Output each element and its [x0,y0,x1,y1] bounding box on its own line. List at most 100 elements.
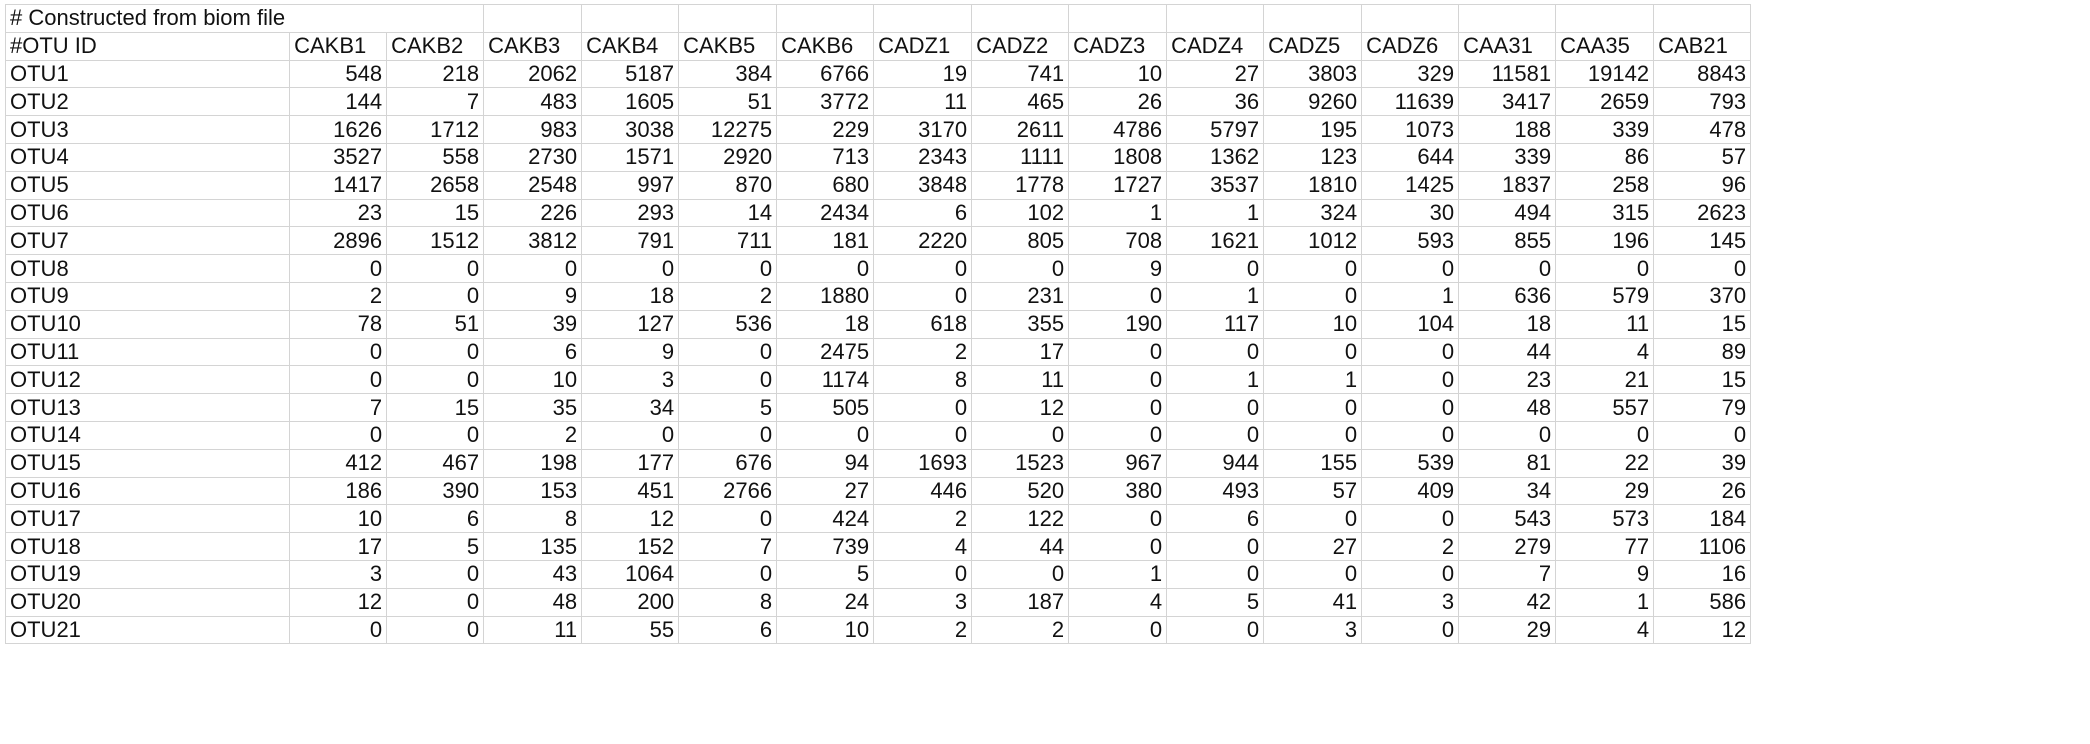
count-cell[interactable]: 10 [1068,59,1168,89]
count-cell[interactable]: 29 [1555,476,1655,506]
count-cell[interactable]: 12 [289,587,388,617]
count-cell[interactable]: 713 [776,142,875,172]
count-cell[interactable]: 0 [1166,532,1265,561]
count-cell[interactable]: 2343 [873,142,973,172]
count-cell[interactable]: 3812 [483,226,583,256]
count-cell[interactable]: 26 [1068,87,1168,117]
count-cell[interactable]: 17 [971,337,1070,367]
count-cell[interactable]: 78 [289,309,388,339]
count-cell[interactable]: 9 [483,281,583,311]
count-cell[interactable]: 2658 [386,170,485,200]
count-cell[interactable]: 196 [1555,226,1655,256]
count-cell[interactable]: 2766 [678,476,778,506]
count-cell[interactable]: 791 [581,226,680,256]
count-cell[interactable]: 7 [1458,559,1557,589]
count-cell[interactable]: 42 [1458,587,1557,617]
count-cell[interactable]: 2659 [1555,87,1655,117]
empty-cell[interactable] [971,4,1070,33]
count-cell[interactable]: 0 [678,365,778,395]
count-cell[interactable]: 9 [581,337,680,367]
count-cell[interactable]: 0 [1263,504,1363,534]
count-cell[interactable]: 543 [1458,504,1557,534]
count-cell[interactable]: 409 [1361,476,1460,506]
count-cell[interactable]: 7 [386,87,485,117]
column-header-cell[interactable]: CAKB6 [776,31,875,61]
column-header-cell[interactable]: CADZ3 [1068,31,1168,61]
count-cell[interactable]: 8 [873,365,973,395]
count-cell[interactable]: 4 [873,532,973,561]
count-cell[interactable]: 483 [483,87,583,117]
count-cell[interactable]: 55 [581,615,680,645]
count-cell[interactable]: 2062 [483,59,583,89]
count-cell[interactable]: 15 [1653,365,1752,395]
empty-cell[interactable] [483,4,583,33]
count-cell[interactable]: 0 [1653,420,1752,450]
count-cell[interactable]: 15 [386,393,485,422]
count-cell[interactable]: 3170 [873,115,973,144]
count-cell[interactable]: 1693 [873,448,973,478]
row-id-cell[interactable]: OTU11 [4,337,291,367]
count-cell[interactable]: 370 [1653,281,1752,311]
count-cell[interactable]: 711 [678,226,778,256]
count-cell[interactable]: 231 [971,281,1070,311]
count-cell[interactable]: 229 [776,115,875,144]
count-cell[interactable]: 10 [483,365,583,395]
count-cell[interactable]: 200 [581,587,680,617]
count-cell[interactable]: 44 [1458,337,1557,367]
count-cell[interactable]: 0 [386,337,485,367]
column-header-cell[interactable]: CAKB5 [678,31,778,61]
count-cell[interactable]: 0 [873,254,973,283]
count-cell[interactable]: 636 [1458,281,1557,311]
count-cell[interactable]: 0 [1068,504,1168,534]
column-header-cell[interactable]: CAA35 [1555,31,1655,61]
count-cell[interactable]: 6 [678,615,778,645]
count-cell[interactable]: 467 [386,448,485,478]
column-header-cell[interactable]: CADZ4 [1166,31,1265,61]
count-cell[interactable]: 1 [1166,365,1265,395]
count-cell[interactable]: 0 [971,420,1070,450]
count-cell[interactable]: 1 [1361,281,1460,311]
empty-cell[interactable] [678,4,778,33]
count-cell[interactable]: 586 [1653,587,1752,617]
row-id-cell[interactable]: OTU12 [4,365,291,395]
count-cell[interactable]: 0 [386,587,485,617]
count-cell[interactable]: 741 [971,59,1070,89]
count-cell[interactable]: 0 [1361,254,1460,283]
row-id-cell[interactable]: OTU13 [4,393,291,422]
count-cell[interactable]: 117 [1166,309,1265,339]
count-cell[interactable]: 967 [1068,448,1168,478]
count-cell[interactable]: 1073 [1361,115,1460,144]
count-cell[interactable]: 11 [971,365,1070,395]
column-header-cell[interactable]: CAKB2 [386,31,485,61]
count-cell[interactable]: 505 [776,393,875,422]
count-cell[interactable]: 1810 [1263,170,1363,200]
count-cell[interactable]: 3 [289,559,388,589]
count-cell[interactable]: 18 [1458,309,1557,339]
count-cell[interactable]: 0 [1068,393,1168,422]
count-cell[interactable]: 195 [1263,115,1363,144]
count-cell[interactable]: 8843 [1653,59,1752,89]
count-cell[interactable]: 39 [1653,448,1752,478]
count-cell[interactable]: 548 [289,59,388,89]
count-cell[interactable]: 4 [1555,615,1655,645]
count-cell[interactable]: 0 [289,254,388,283]
count-cell[interactable]: 4 [1068,587,1168,617]
count-cell[interactable]: 127 [581,309,680,339]
empty-cell[interactable] [1555,4,1655,33]
count-cell[interactable]: 0 [386,365,485,395]
count-cell[interactable]: 1808 [1068,142,1168,172]
count-cell[interactable]: 21 [1555,365,1655,395]
count-cell[interactable]: 51 [678,87,778,117]
count-cell[interactable]: 152 [581,532,680,561]
empty-cell[interactable] [1653,4,1752,33]
count-cell[interactable]: 739 [776,532,875,561]
count-cell[interactable]: 2 [873,504,973,534]
count-cell[interactable]: 446 [873,476,973,506]
count-cell[interactable]: 0 [1068,365,1168,395]
count-cell[interactable]: 34 [581,393,680,422]
count-cell[interactable]: 6 [483,337,583,367]
count-cell[interactable]: 57 [1263,476,1363,506]
count-cell[interactable]: 11 [873,87,973,117]
count-cell[interactable]: 1174 [776,365,875,395]
count-cell[interactable]: 855 [1458,226,1557,256]
